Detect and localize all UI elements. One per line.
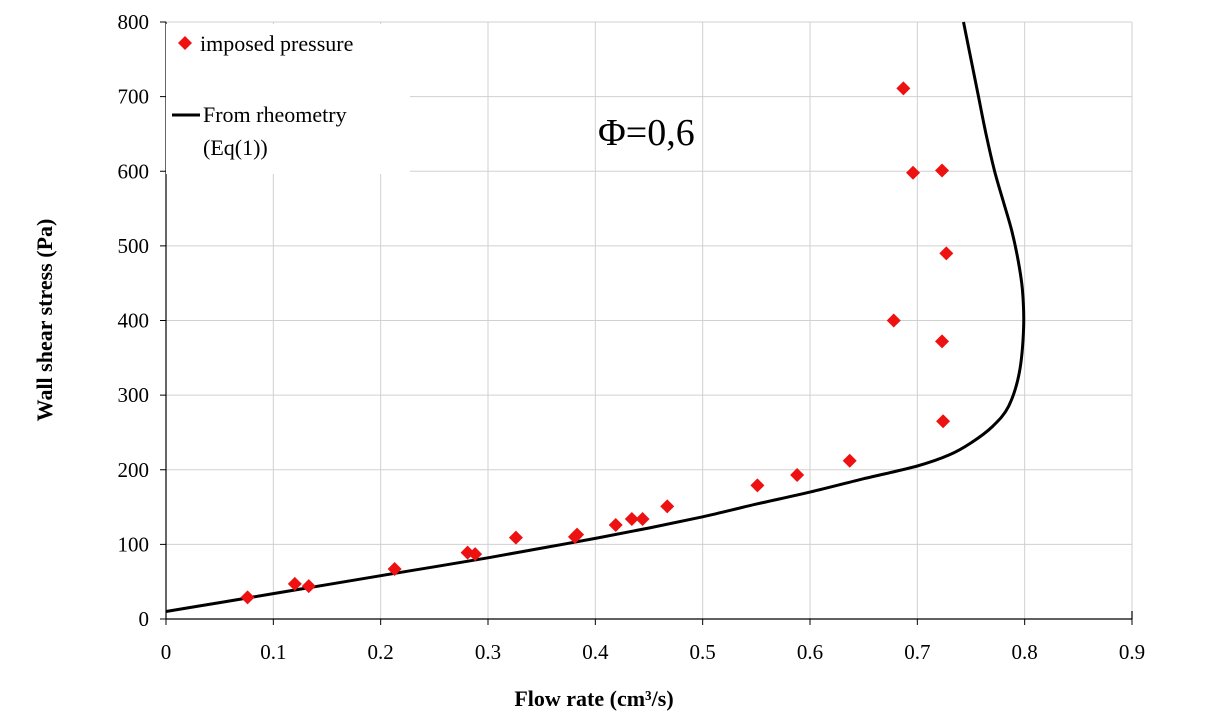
legend-diamond-marker: [178, 36, 192, 50]
y-tick-label: 700: [118, 85, 150, 109]
x-tick-label: 0.7: [904, 640, 930, 664]
y-tick-label: 200: [118, 458, 150, 482]
imposed-pressure-point: [508, 530, 523, 545]
imposed-pressure-point: [570, 527, 585, 542]
y-tick-label: 0: [139, 607, 150, 631]
imposed-pressure-point: [387, 562, 402, 577]
y-tick-label: 800: [118, 10, 150, 34]
imposed-pressure-point: [935, 163, 950, 178]
imposed-pressure-point: [301, 579, 316, 594]
imposed-pressure-point: [240, 590, 255, 605]
imposed-pressure-point: [906, 165, 921, 180]
legend-label-imposed-pressure: imposed pressure: [200, 31, 353, 56]
phi-annotation: Φ=0,6: [598, 112, 695, 154]
imposed-pressure-series: [240, 81, 954, 605]
x-tick-label: 0.4: [582, 640, 609, 664]
legend-label-rheometry-line2: (Eq(1)): [203, 135, 268, 160]
x-tick-label: 0.9: [1119, 640, 1145, 664]
y-axis-title: Wall shear stress (Pa): [32, 219, 57, 422]
y-tick-label: 100: [118, 532, 150, 556]
imposed-pressure-point: [790, 467, 805, 482]
imposed-pressure-point: [750, 478, 765, 493]
imposed-pressure-point: [468, 547, 483, 562]
x-tick-label: 0.5: [690, 640, 716, 664]
legend-background: [166, 24, 410, 174]
x-tick-labels: 0 0.1 0.2 0.3 0.4 0.5 0.6 0.7 0.8 0.9: [161, 640, 1145, 664]
x-tick-label: 0: [161, 640, 172, 664]
imposed-pressure-point: [939, 246, 954, 261]
imposed-pressure-point: [287, 576, 302, 591]
rheometry-line-series: [165, 21, 1026, 613]
imposed-pressure-point: [635, 512, 650, 527]
imposed-pressure-point: [608, 517, 623, 532]
imposed-pressure-point: [886, 313, 901, 328]
x-tick-label: 0.3: [475, 640, 501, 664]
legend-label-rheometry-line1: From rheometry: [203, 102, 347, 127]
imposed-pressure-point: [660, 499, 675, 514]
axes: [160, 21, 1133, 625]
x-tick-label: 0.1: [260, 640, 286, 664]
legend: imposed pressure From rheometry (Eq(1)): [166, 24, 410, 174]
imposed-pressure-point: [624, 512, 639, 527]
x-tick-label: 0.2: [368, 640, 394, 664]
y-tick-label: 400: [118, 309, 150, 333]
imposed-pressure-point: [935, 334, 950, 349]
y-tick-label: 300: [118, 383, 150, 407]
x-tick-label: 0.6: [797, 640, 823, 664]
x-axis-title: Flow rate (cm³/s): [514, 686, 673, 711]
rheometry-curve: [165, 21, 1026, 613]
y-tick-label: 600: [118, 159, 150, 183]
imposed-pressure-point: [896, 81, 911, 96]
imposed-pressure-point: [842, 453, 857, 468]
y-tick-labels: 0 100 200 300 400 500 600 700 800: [118, 10, 150, 631]
imposed-pressure-point: [936, 414, 951, 429]
y-tick-label: 500: [118, 234, 150, 258]
x-tick-label: 0.8: [1012, 640, 1038, 664]
